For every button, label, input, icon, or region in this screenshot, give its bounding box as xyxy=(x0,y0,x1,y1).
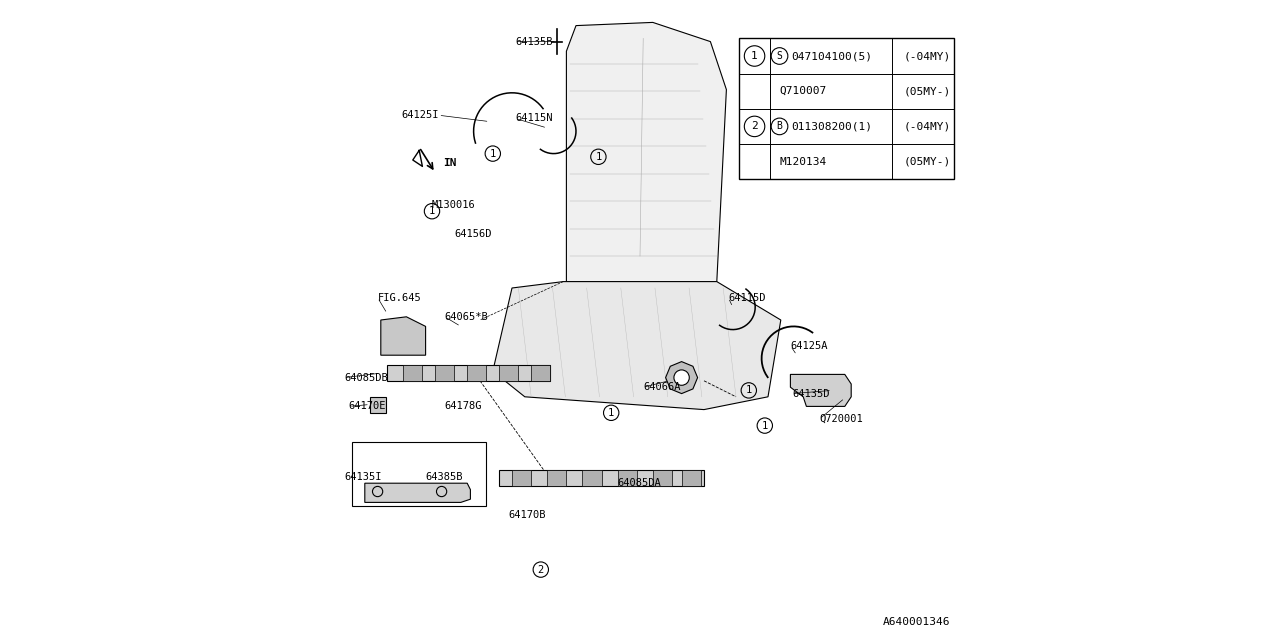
Text: Q720001: Q720001 xyxy=(819,414,863,424)
Text: 64156D: 64156D xyxy=(454,228,492,239)
Polygon shape xyxy=(381,317,425,355)
Text: 64385B: 64385B xyxy=(425,472,463,482)
Text: (-04MY): (-04MY) xyxy=(904,51,950,61)
Polygon shape xyxy=(791,374,851,406)
Text: 64085DB: 64085DB xyxy=(344,372,388,383)
Text: 2: 2 xyxy=(751,122,758,131)
Bar xyxy=(512,470,531,486)
Bar xyxy=(618,470,637,486)
Text: 64115N: 64115N xyxy=(516,113,553,124)
Text: M120134: M120134 xyxy=(780,157,827,166)
Bar xyxy=(499,365,518,381)
Bar xyxy=(681,470,701,486)
Text: 1: 1 xyxy=(746,385,751,396)
Text: 1: 1 xyxy=(751,51,758,61)
Text: 64135I: 64135I xyxy=(344,472,381,482)
Text: FIG.645: FIG.645 xyxy=(378,292,421,303)
Text: 64135D: 64135D xyxy=(792,388,829,399)
Text: 64135B: 64135B xyxy=(516,36,553,47)
Text: A640001346: A640001346 xyxy=(883,617,950,627)
Circle shape xyxy=(673,370,689,385)
Polygon shape xyxy=(493,282,781,410)
Polygon shape xyxy=(499,470,704,486)
Polygon shape xyxy=(666,362,698,394)
Text: S: S xyxy=(777,51,782,61)
Text: 1: 1 xyxy=(429,206,435,216)
Polygon shape xyxy=(387,365,550,381)
Text: (05MY-): (05MY-) xyxy=(904,157,950,166)
Bar xyxy=(653,470,672,486)
Text: 047104100(5): 047104100(5) xyxy=(791,51,872,61)
Bar xyxy=(435,365,454,381)
Text: (-04MY): (-04MY) xyxy=(904,122,950,131)
Text: 64125I: 64125I xyxy=(401,110,438,120)
Bar xyxy=(352,442,486,506)
Text: 64115D: 64115D xyxy=(728,292,765,303)
Bar xyxy=(370,397,387,413)
Text: 1: 1 xyxy=(608,408,614,418)
Text: 011308200(1): 011308200(1) xyxy=(791,122,872,131)
Bar xyxy=(467,365,486,381)
Text: 64066A: 64066A xyxy=(644,382,681,392)
Bar xyxy=(531,365,550,381)
Text: 64170B: 64170B xyxy=(508,510,547,520)
Text: 1: 1 xyxy=(595,152,602,162)
Text: 64085DA: 64085DA xyxy=(618,478,662,488)
Bar xyxy=(403,365,422,381)
Text: B: B xyxy=(777,122,782,131)
Text: 64065*B: 64065*B xyxy=(445,312,489,322)
Text: 64125A: 64125A xyxy=(791,340,828,351)
Text: 1: 1 xyxy=(762,420,768,431)
Bar xyxy=(582,470,602,486)
Text: M130016: M130016 xyxy=(433,200,476,210)
Polygon shape xyxy=(365,483,471,502)
Text: 2: 2 xyxy=(538,564,544,575)
Text: Q710007: Q710007 xyxy=(780,86,827,96)
Bar xyxy=(548,470,567,486)
Text: 64178G: 64178G xyxy=(445,401,483,412)
Text: 64170E: 64170E xyxy=(348,401,387,412)
Text: IN: IN xyxy=(443,158,457,168)
Bar xyxy=(740,38,954,179)
Text: 1: 1 xyxy=(490,148,495,159)
Polygon shape xyxy=(566,22,727,282)
Text: (05MY-): (05MY-) xyxy=(904,86,950,96)
